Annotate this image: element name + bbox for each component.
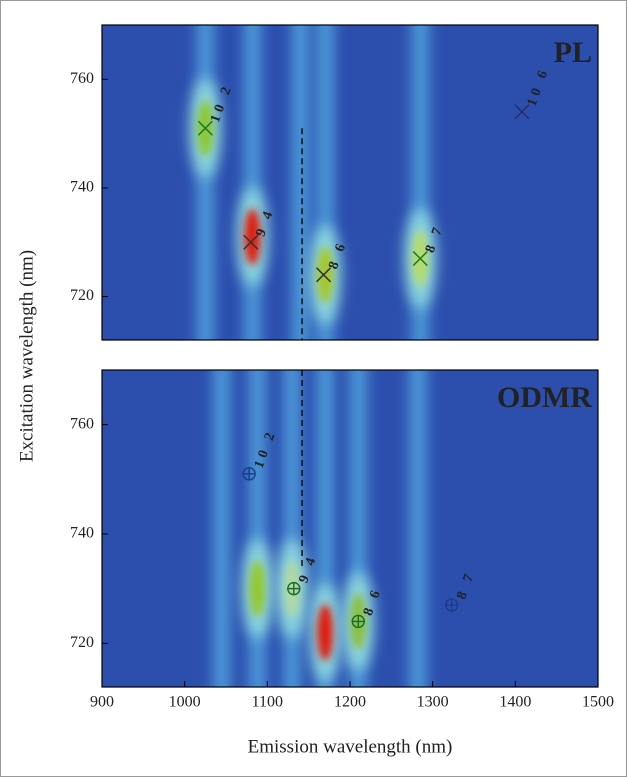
marker [316,267,332,283]
stripe [292,25,309,340]
x-tick-label: 1400 [499,694,531,711]
marker [412,251,428,267]
y-tick-label: 720 [70,287,94,304]
marker [287,581,301,596]
marker [197,120,213,136]
stripe [213,370,230,687]
y-tick-label: 740 [70,525,94,542]
x-tick-label: 1300 [417,694,449,711]
stripe [284,370,301,687]
marker [444,598,459,612]
stripe [409,370,426,687]
plot-area [102,370,598,687]
peak [317,246,334,303]
x-tick-label: 1200 [334,694,366,711]
panel-label: ODMR [497,381,592,414]
panel-frame [101,24,599,341]
peak [317,604,334,661]
x-tick-label: 1500 [582,694,614,711]
x-axis-label: Emission wavelength (nm) [248,736,453,757]
y-tick-label: 760 [70,70,94,87]
peak [244,208,261,265]
x-tick-label: 1100 [252,694,283,711]
y-tick-label: 740 [70,179,94,196]
panel-label: PL [554,36,592,69]
y-tick-label: 720 [70,634,94,651]
stripe [197,25,214,340]
y-axis-label: Excitation wavelength (nm) [16,250,37,462]
stripe [249,370,266,687]
marker [351,614,365,629]
peak [249,560,266,617]
x-tick-label: 1000 [169,694,201,711]
plot-area [102,25,598,340]
marker [242,467,256,481]
stripe [244,25,261,340]
x-tick-label: 900 [90,694,114,711]
y-tick-label: 760 [70,415,94,432]
marker [243,234,259,250]
background [102,25,598,340]
marker [514,104,530,120]
